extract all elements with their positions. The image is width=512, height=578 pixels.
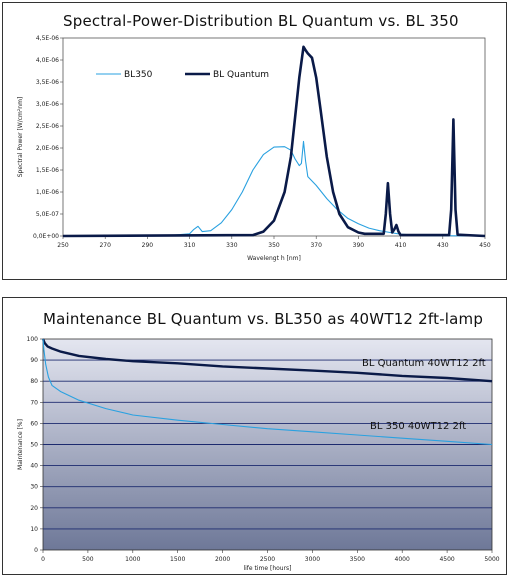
x-tick-label: 250 — [57, 242, 69, 249]
y-tick-label: 0,0E+00 — [33, 233, 59, 240]
y-tick-label: 0 — [34, 547, 38, 554]
spectral-chart-title: Spectral-Power-Distribution BL Quantum v… — [63, 12, 459, 30]
x-tick-label: 310 — [184, 242, 196, 249]
x-tick-label: 430 — [437, 242, 449, 249]
x-axis-label: life time [hours] — [243, 565, 291, 572]
x-tick-label: 3500 — [350, 556, 365, 563]
x-tick-label: 330 — [226, 242, 238, 249]
x-tick-label: 450 — [479, 242, 491, 249]
maintenance-chart-title: Maintenance BL Quantum vs. BL350 as 40WT… — [43, 310, 484, 328]
y-tick-label: 30 — [30, 484, 38, 491]
y-tick-label: 3,0E-06 — [36, 101, 59, 108]
x-tick-label: 3000 — [305, 556, 320, 563]
y-tick-label: 40 — [30, 463, 38, 470]
series-label-bl-350: BL 350 40WT12 2ft — [370, 421, 466, 432]
x-tick-label: 350 — [268, 242, 280, 249]
x-tick-label: 2000 — [215, 556, 230, 563]
y-axis-label: Maintenance [%] — [17, 419, 24, 470]
x-tick-label: 500 — [82, 556, 94, 563]
y-tick-label: 2,0E-06 — [36, 145, 59, 152]
x-tick-label: 2500 — [260, 556, 275, 563]
x-tick-label: 270 — [99, 242, 111, 249]
spectral-plot-area — [62, 37, 486, 237]
x-axis-label: Wavelengt h [nm] — [247, 255, 301, 262]
x-tick-label: 1500 — [170, 556, 185, 563]
y-axis-label: Spectral Power [W/cm²nm] — [17, 97, 24, 178]
y-tick-label: 2,5E-06 — [36, 123, 59, 130]
x-tick-label: 1000 — [125, 556, 140, 563]
legend-label: BL350 — [124, 70, 153, 80]
x-tick-label: 4000 — [395, 556, 410, 563]
y-tick-label: 1,0E-06 — [36, 189, 59, 196]
series-line-bl-quantum-40wt12-2ft — [41, 338, 493, 383]
y-tick-label: 1,5E-06 — [36, 167, 59, 174]
y-tick-label: 60 — [30, 420, 38, 427]
series-line-bl-quantum — [62, 45, 486, 238]
y-tick-label: 100 — [27, 336, 39, 343]
series-line-bl-350-40wt12-2ft — [42, 338, 493, 446]
y-tick-label: 80 — [30, 378, 38, 385]
y-tick-label: 3,5E-06 — [36, 79, 59, 86]
y-tick-label: 20 — [30, 505, 38, 512]
y-tick-label: 50 — [30, 442, 38, 449]
series-label-bl-quantum: BL Quantum 40WT12 2ft — [362, 358, 486, 369]
x-tick-label: 370 — [310, 242, 322, 249]
y-tick-label: 4,0E-06 — [36, 57, 59, 64]
y-tick-label: 10 — [30, 526, 38, 533]
x-tick-label: 0 — [41, 556, 45, 563]
legend-label: BL Quantum — [213, 70, 269, 80]
x-tick-label: 5000 — [484, 556, 499, 563]
y-tick-label: 5,0E-07 — [36, 211, 59, 218]
x-tick-label: 290 — [142, 242, 154, 249]
x-tick-label: 390 — [353, 242, 365, 249]
x-tick-label: 410 — [395, 242, 407, 249]
y-tick-label: 70 — [30, 399, 38, 406]
y-tick-label: 4,5E-06 — [36, 35, 59, 42]
y-tick-label: 90 — [30, 357, 38, 364]
series-line-bl350 — [63, 140, 486, 237]
x-tick-label: 4500 — [439, 556, 454, 563]
